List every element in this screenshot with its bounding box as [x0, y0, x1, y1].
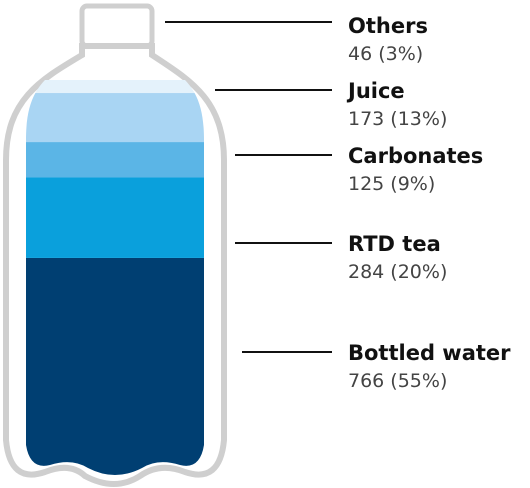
category-label: Carbonates [348, 144, 483, 168]
category-label: Juice [346, 79, 405, 103]
bottle-fill [0, 80, 230, 475]
bottle-cap [82, 6, 152, 46]
value-label: 46 (3%) [348, 43, 423, 65]
category-label: Others [348, 14, 428, 38]
value-label: 284 (20%) [348, 261, 447, 283]
segment [0, 258, 230, 475]
chart: Others 46 (3%) Juice 173 (13%) Carbonates 125… [0, 0, 530, 488]
category-label: Bottled water [348, 341, 511, 365]
segment [0, 93, 230, 142]
value-label: 125 (9%) [348, 173, 435, 195]
segment [0, 142, 230, 177]
value-label: 766 (55%) [348, 370, 447, 392]
segment [0, 177, 230, 257]
category-label: RTD tea [348, 232, 441, 256]
value-label: 173 (13%) [348, 108, 447, 130]
